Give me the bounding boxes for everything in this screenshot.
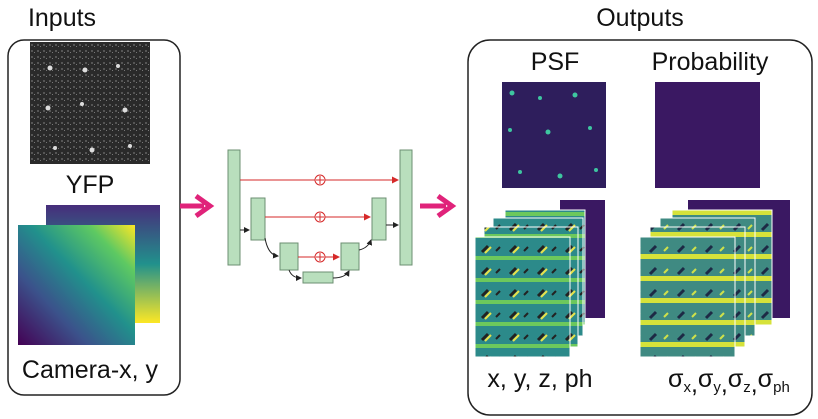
sigma-symbol: σ — [728, 365, 744, 393]
output-arrow — [420, 196, 452, 216]
figure: Inputs YFP Camera-x, y — [0, 0, 818, 419]
left-output-stack — [475, 200, 605, 357]
sigma-subscript: ph — [773, 379, 790, 396]
sigma-subscript: z — [743, 379, 751, 396]
input-arrow — [180, 196, 210, 216]
outputs-title: Outputs — [596, 4, 684, 32]
sigma-symbol: σ — [698, 365, 714, 393]
unet — [228, 150, 412, 283]
sigma-symbol: σ — [668, 365, 684, 393]
camera-x-map — [18, 225, 135, 345]
right-output-stack — [640, 200, 790, 357]
separator: , — [751, 370, 758, 398]
separator: , — [691, 370, 698, 398]
inputs-title: Inputs — [28, 4, 96, 32]
probability-header: Probability — [652, 48, 769, 76]
right-output-label: σx,σy,σz,σph — [668, 365, 790, 398]
separator: , — [721, 370, 728, 398]
yfp-label: YFP — [66, 171, 115, 199]
camera-label: Camera-x, y — [22, 356, 159, 384]
probability-image — [655, 82, 760, 188]
left-output-label: x, y, z, ph — [487, 365, 592, 393]
sigma-symbol: σ — [758, 365, 774, 393]
psf-header: PSF — [531, 48, 580, 76]
psf-image — [502, 82, 606, 188]
yfp-image — [30, 42, 150, 164]
